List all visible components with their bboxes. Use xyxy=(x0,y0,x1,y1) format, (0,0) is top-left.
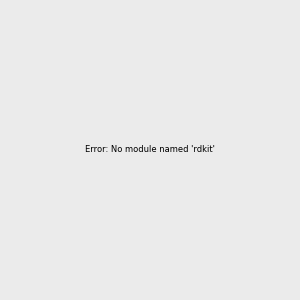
Text: Error: No module named 'rdkit': Error: No module named 'rdkit' xyxy=(85,146,215,154)
